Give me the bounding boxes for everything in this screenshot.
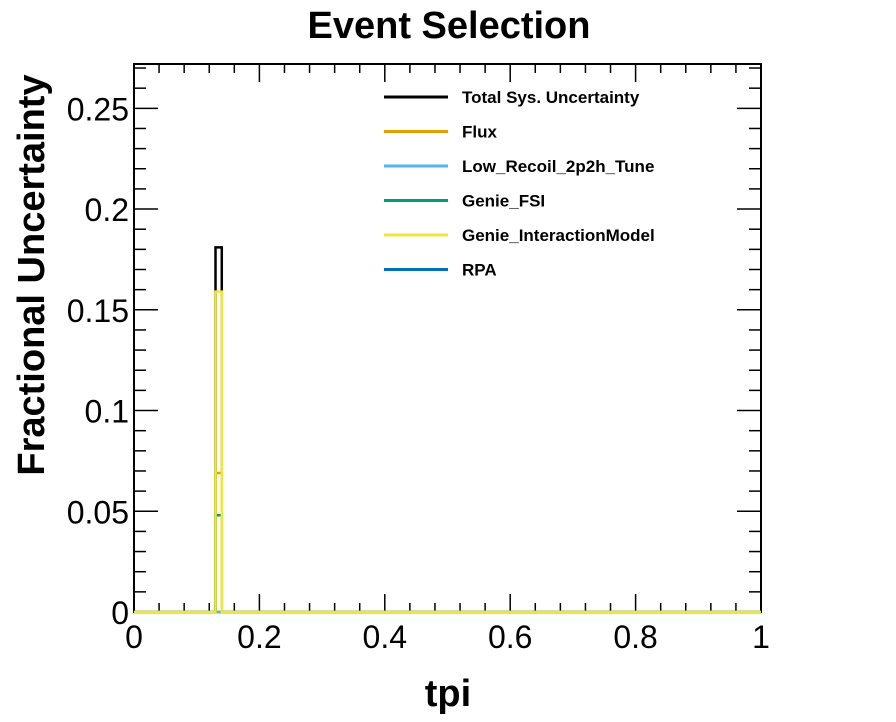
x-tick-label: 0.6 <box>488 619 532 655</box>
series-total-sys-uncertainty <box>134 246 761 614</box>
plot-frame <box>133 63 762 613</box>
y-tick-label: 0 <box>111 595 129 631</box>
legend-label: Low_Recoil_2p2h_Tune <box>462 157 654 176</box>
y-tick-label: 0.1 <box>85 394 129 430</box>
legend-label: Genie_FSI <box>462 192 545 211</box>
x-axis: 0 0.2 0.4 0.6 0.8 1 <box>125 64 770 655</box>
y-tick-label: 0.15 <box>67 293 129 329</box>
y-tick-label: 0.2 <box>85 192 129 228</box>
legend-label: Genie_InteractionModel <box>462 226 655 245</box>
x-tick-label: 1 <box>752 619 770 655</box>
chart-title: Event Selection <box>308 5 591 47</box>
legend-label: Total Sys. Uncertainty <box>462 88 640 107</box>
histogram-series <box>134 246 761 614</box>
y-tick-label: 0.25 <box>67 91 129 127</box>
x-axis-title: tpi <box>425 673 471 715</box>
plot-area: 0 0.05 0.1 0.15 0.2 0.25 0 0.2 0.4 0.6 0.8 1 <box>67 63 770 655</box>
y-axis-title: Fractional Uncertainty <box>11 74 53 475</box>
legend-label: Flux <box>462 123 497 142</box>
series-flux <box>134 471 761 614</box>
x-tick-label: 0 <box>125 619 143 655</box>
legend: Total Sys. Uncertainty Flux Low_Recoil_2p2… <box>384 88 655 280</box>
y-axis: 0 0.05 0.1 0.15 0.2 0.25 <box>67 67 761 631</box>
x-tick-label: 0.8 <box>613 619 657 655</box>
legend-label: RPA <box>462 261 497 280</box>
x-tick-label: 0.4 <box>363 619 407 655</box>
series-genie-interactionmodel <box>134 290 761 614</box>
series-genie-fsi <box>134 514 761 614</box>
y-tick-label: 0.05 <box>67 494 129 530</box>
x-tick-label: 0.2 <box>237 619 281 655</box>
